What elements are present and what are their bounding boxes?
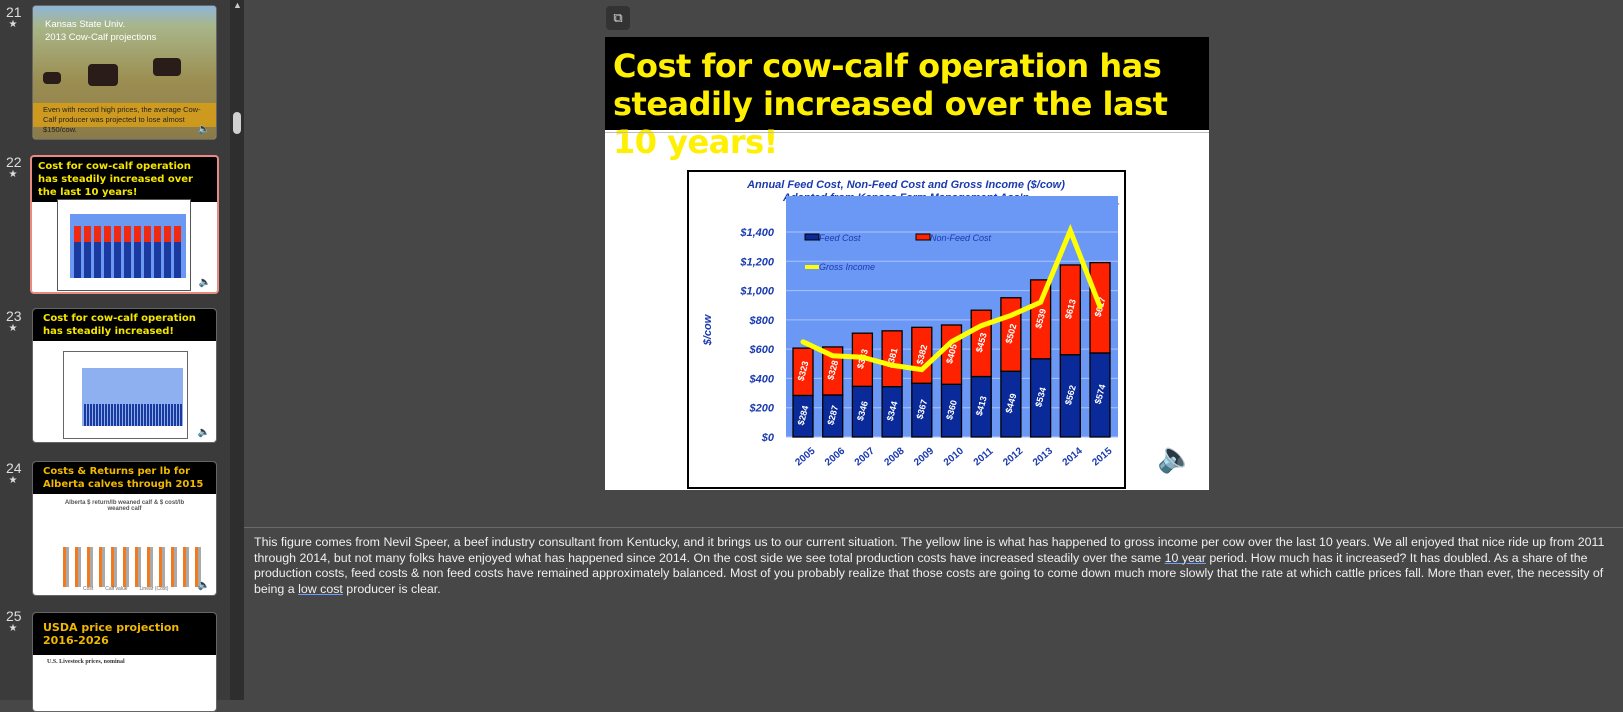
y-tick-label: $200 [749, 403, 775, 415]
y-tick-label: $0 [761, 432, 775, 444]
slide-number-23: 23 ★ [6, 308, 22, 334]
notes-text: period. How much has it increased? It ha… [254, 550, 1604, 596]
slide-title[interactable]: Cost for cow-calf operation has steadily… [605, 37, 1209, 161]
slide-number-24: 24 ★ [6, 460, 22, 486]
x-tick-label: 2007 [853, 445, 877, 468]
scrollbar-thumb[interactable] [233, 112, 241, 134]
x-tick-label: 2009 [912, 445, 936, 468]
thumb-subtitle: U.S. Livestock prices, nominal [47, 659, 125, 665]
thumb-subtitle: 2013 Cow-Calf projections [45, 32, 157, 43]
bar-non-feed-cost [881, 330, 903, 388]
bar-non-feed-cost [792, 347, 814, 397]
y-tick-label: $600 [749, 344, 775, 356]
legend-label: Linear (Cost) [139, 586, 169, 592]
slide-thumbnail-21[interactable]: Kansas State Univ. 2013 Cow-Calf projecti… [32, 5, 217, 140]
speaker-icon: 🔈 [197, 580, 210, 591]
line-gross-income [800, 223, 1103, 373]
slide-number-25: 25 ★ [6, 608, 22, 634]
slide-number: 24 [6, 460, 22, 476]
slide-number-22: 22 ★ [6, 154, 22, 180]
title-divider [605, 132, 1209, 133]
x-tick-label: 2008 [882, 445, 906, 468]
slide-number: 22 [6, 154, 22, 170]
notes-text: This figure comes from Nevil Speer, a be… [254, 535, 1605, 565]
star-icon: ★ [8, 19, 18, 30]
y-tick-label: $1,200 [739, 256, 775, 268]
bar-non-feed-cost [1059, 264, 1081, 356]
speaker-icon: 🔈 [197, 124, 210, 135]
x-tick-label: 2012 [1001, 445, 1025, 468]
y-tick-label: $1,400 [739, 227, 775, 239]
notes-text: producer is clear. [342, 581, 441, 596]
slide-number-21: 21 ★ [6, 4, 22, 30]
star-icon: ★ [8, 169, 18, 180]
speaker-notes[interactable]: This figure comes from Nevil Speer, a be… [244, 527, 1623, 700]
x-tick-label: 2015 [1090, 445, 1114, 468]
thumb-chart [63, 547, 203, 587]
x-tick-label: 2011 [972, 446, 996, 469]
legend-label: Calf value [105, 586, 128, 592]
slide-thumbnail-23[interactable]: Cost for cow-calf operation has steadily… [32, 308, 217, 443]
thumb-title: Cost for cow-calf operation has steadily… [33, 309, 216, 341]
slide-thumbnail-22[interactable]: Cost for cow-calf operation has steadily… [30, 155, 219, 294]
thumb-title: Kansas State Univ. [45, 19, 126, 30]
legend-label-feed: Feed Cost [819, 233, 861, 243]
notes-text: 10 year [1164, 550, 1206, 565]
speaker-icon: 🔈 [198, 277, 211, 288]
scroll-up-icon[interactable]: ▲ [233, 0, 242, 10]
thumb-chart-title: Alberta $ return/lb weaned calf & $ cost… [64, 500, 185, 512]
slide-number: 25 [6, 608, 22, 624]
bar-non-feed-cost [822, 346, 844, 396]
current-slide: Cost for cow-calf operation has steadily… [605, 37, 1209, 490]
slide-thumbnail-panel: 21 ★ Kansas State Univ. 2013 Cow-Calf proj… [0, 0, 230, 712]
speaker-icon[interactable]: 🔈 [1157, 441, 1195, 474]
thumb-title: USDA price projection 2016-2026 [33, 613, 216, 655]
thumb-chart [57, 199, 191, 291]
slide-number: 21 [6, 4, 22, 20]
star-icon: ★ [8, 623, 18, 634]
legend-swatch-feed [804, 233, 820, 241]
speaker-icon: 🔈 [197, 427, 210, 438]
slide-number: 23 [6, 308, 22, 324]
y-axis-label: $/cow [702, 313, 714, 346]
thumb-title: Costs & Returns per lb for Alberta calve… [33, 462, 216, 494]
x-tick-label: 2013 [1031, 445, 1055, 468]
x-tick-label: 2005 [793, 445, 817, 468]
thumb-caption: Even with record high prices, the averag… [33, 103, 216, 134]
cattle-photo: Kansas State Univ. 2013 Cow-Calf projecti… [33, 6, 216, 139]
thumb-chart [63, 351, 188, 439]
legend-label-non-feed: Non-Feed Cost [930, 233, 992, 243]
thumbnail-scrollbar[interactable]: ▲ [230, 0, 244, 700]
chart-svg: Annual Feed Cost, Non-Feed Cost and Gros… [702, 179, 1120, 469]
chart[interactable]: Annual Feed Cost, Non-Feed Cost and Gros… [687, 170, 1126, 489]
star-icon: ★ [8, 475, 18, 486]
y-tick-label: $400 [749, 373, 775, 385]
chart-title: Annual Feed Cost, Non-Feed Cost and Gros… [746, 179, 1065, 191]
x-tick-label: 2006 [823, 445, 847, 468]
y-tick-label: $800 [749, 315, 775, 327]
legend-label: Cost [83, 586, 94, 592]
slide-thumbnail-25[interactable]: USDA price projection 2016-2026 U.S. Liv… [32, 612, 217, 712]
legend-label-gross: Gross Income [819, 262, 875, 272]
x-tick-label: 2010 [942, 445, 966, 468]
notes-text: low cost [298, 581, 343, 596]
y-tick-label: $1,000 [739, 286, 775, 298]
legend-swatch-non-feed [915, 233, 931, 241]
designer-icon[interactable]: ⧉ [606, 6, 630, 30]
star-icon: ★ [8, 323, 18, 334]
x-tick-label: 2014 [1061, 445, 1085, 468]
bar-non-feed-cost [1029, 279, 1052, 360]
slide-thumbnail-24[interactable]: Costs & Returns per lb for Alberta calve… [32, 461, 217, 596]
thumb-title: Cost for cow-calf operation has steadily… [32, 157, 217, 202]
